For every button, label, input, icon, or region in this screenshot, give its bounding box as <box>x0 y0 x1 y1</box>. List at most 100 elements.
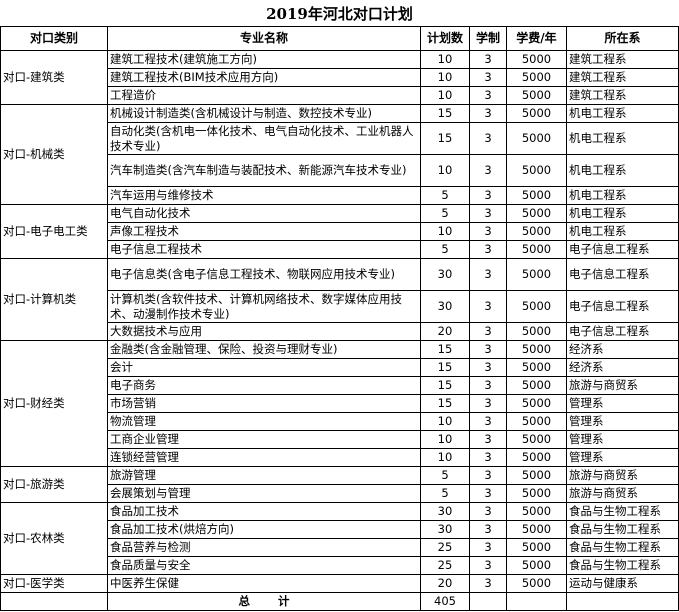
category-cell: 对口-机械类 <box>0 104 108 205</box>
tuition-cell: 5000 <box>506 322 567 341</box>
duration-cell: 3 <box>469 322 507 341</box>
department-cell: 经济系 <box>566 340 679 359</box>
table-row: 对口-医学类 中医养生保健 20 3 5000 运动与健康系 <box>0 574 679 593</box>
quota-cell: 15 <box>420 376 470 395</box>
total-row: 总计 405 <box>0 592 679 611</box>
major-name-cell: 会计 <box>107 358 421 377</box>
quota-cell: 10 <box>420 448 470 467</box>
enrollment-plan-table: 对口类别 专业名称 计划数 学制 学费/年 所在系 对口-建筑类 建筑工程技术(建… <box>0 26 679 611</box>
table-row: 计算机类(含软件技术、计算机网络技术、数字媒体应用技术、动漫制作技术专业) 30 3… <box>1 290 679 323</box>
tuition-cell: 5000 <box>506 86 567 105</box>
total-label-2: 计 <box>278 594 290 608</box>
duration-cell: 3 <box>469 376 507 395</box>
duration-cell: 3 <box>469 240 507 259</box>
table-row: 汽车制造类(含汽车制造与装配技术、新能源汽车技术专业) 10 3 5000 机电工程系 <box>1 154 679 187</box>
total-label: 总计 <box>107 592 421 611</box>
duration-cell: 3 <box>469 86 507 105</box>
quota-cell: 10 <box>420 68 470 87</box>
total-label-1: 总 <box>238 594 251 608</box>
quota-cell: 20 <box>420 322 470 341</box>
duration-cell: 3 <box>469 430 507 449</box>
major-name-cell: 汽车制造类(含汽车制造与装配技术、新能源汽车技术专业) <box>107 154 421 187</box>
duration-cell: 3 <box>469 122 507 155</box>
quota-cell: 25 <box>420 538 470 557</box>
tuition-cell: 5000 <box>506 520 567 539</box>
department-cell: 管理系 <box>566 412 679 431</box>
department-cell: 旅游与商贸系 <box>566 484 679 503</box>
category-cell: 对口-建筑类 <box>0 50 108 105</box>
department-cell: 机电工程系 <box>566 104 679 123</box>
major-name-cell: 连锁经营管理 <box>107 448 421 467</box>
quota-cell: 15 <box>420 104 470 123</box>
tuition-cell: 5000 <box>506 50 567 69</box>
duration-cell: 3 <box>469 50 507 69</box>
major-name-cell: 物流管理 <box>107 412 421 431</box>
duration-cell: 3 <box>469 104 507 123</box>
duration-cell: 3 <box>469 290 507 323</box>
quota-cell: 30 <box>420 290 470 323</box>
quota-cell: 30 <box>420 258 470 291</box>
tuition-cell: 5000 <box>506 448 567 467</box>
department-cell: 食品与生物工程系 <box>566 502 679 521</box>
tuition-cell: 5000 <box>506 68 567 87</box>
table-row: 食品质量与安全 25 3 5000 食品与生物工程系 <box>1 556 679 575</box>
quota-cell: 10 <box>420 154 470 187</box>
category-cell: 对口-财经类 <box>0 340 108 467</box>
department-cell: 管理系 <box>566 430 679 449</box>
major-name-cell: 食品营养与检测 <box>107 538 421 557</box>
major-name-cell: 会展策划与管理 <box>107 484 421 503</box>
department-cell: 运动与健康系 <box>566 574 679 593</box>
department-cell: 食品与生物工程系 <box>566 520 679 539</box>
tuition-cell: 5000 <box>506 376 567 395</box>
department-cell: 管理系 <box>566 448 679 467</box>
table-row: 对口-农林类 食品加工技术 30 3 5000 食品与生物工程系 <box>0 502 679 575</box>
tuition-cell: 5000 <box>506 154 567 187</box>
tuition-cell: 5000 <box>506 466 567 485</box>
major-name-cell: 食品加工技术(烘焙方向) <box>107 520 421 539</box>
tuition-cell: 5000 <box>506 240 567 259</box>
duration-cell: 3 <box>469 448 507 467</box>
duration-cell: 3 <box>469 466 507 485</box>
category-cell: 对口-电子电工类 <box>0 204 108 259</box>
duration-cell: 3 <box>469 520 507 539</box>
page-title: 2019年河北对口计划 <box>266 5 413 23</box>
major-name-cell: 电子信息工程技术 <box>107 240 421 259</box>
quota-cell: 5 <box>420 204 470 223</box>
table-row: 会计 15 3 5000 经济系 <box>1 358 679 377</box>
quota-cell: 30 <box>420 502 470 521</box>
major-name-cell: 建筑工程技术(BIM技术应用方向) <box>107 68 421 87</box>
quota-cell: 10 <box>420 412 470 431</box>
department-cell: 机电工程系 <box>566 186 679 205</box>
department-cell: 建筑工程系 <box>566 86 679 105</box>
table-row: 连锁经营管理 10 3 5000 管理系 <box>1 448 679 467</box>
department-cell: 机电工程系 <box>566 222 679 241</box>
tuition-cell: 5000 <box>506 556 567 575</box>
table-row: 对口-建筑类 建筑工程技术(建筑施工方向) 10 3 5000 建筑工程系 <box>0 50 679 105</box>
quota-cell: 10 <box>420 430 470 449</box>
tuition-cell: 5000 <box>506 430 567 449</box>
table-row: 对口-财经类 金融类(含金融管理、保险、投资与理财专业) 15 3 5000 经济系 <box>0 340 679 467</box>
major-name-cell: 汽车运用与维修技术 <box>107 186 421 205</box>
department-cell: 电子信息工程系 <box>566 322 679 341</box>
table-row: 对口-电子电工类 电气自动化技术 5 3 5000 机电工程系 <box>0 204 679 259</box>
major-name-cell: 电子信息类(含电子信息工程技术、物联网应用技术专业) <box>107 258 421 291</box>
department-cell: 旅游与商贸系 <box>566 466 679 485</box>
tuition-cell: 5000 <box>506 484 567 503</box>
quota-cell: 15 <box>420 122 470 155</box>
major-name-cell: 工程造价 <box>107 86 421 105</box>
department-cell: 旅游与商贸系 <box>566 376 679 395</box>
quota-cell: 5 <box>420 240 470 259</box>
tuition-cell: 5000 <box>506 122 567 155</box>
quota-cell: 30 <box>420 520 470 539</box>
major-name-cell: 大数据技术与应用 <box>107 322 421 341</box>
duration-cell: 3 <box>469 484 507 503</box>
department-cell: 建筑工程系 <box>566 68 679 87</box>
quota-cell: 15 <box>420 340 470 359</box>
category-cell: 对口-旅游类 <box>0 466 108 503</box>
major-name-cell: 机械设计制造类(含机械设计与制造、数控技术专业) <box>107 104 421 123</box>
major-name-cell: 旅游管理 <box>107 466 421 485</box>
major-name-cell: 工商企业管理 <box>107 430 421 449</box>
quota-cell: 10 <box>420 86 470 105</box>
category-cell: 对口-计算机类 <box>0 258 108 341</box>
header-category: 对口类别 <box>0 26 108 51</box>
